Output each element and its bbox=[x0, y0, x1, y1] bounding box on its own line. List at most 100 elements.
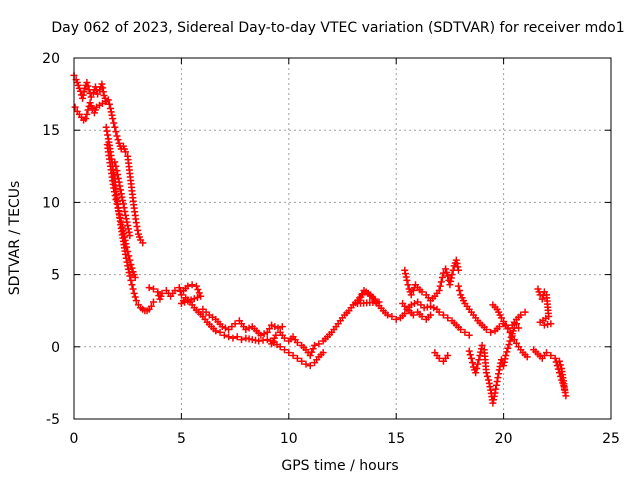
data-point bbox=[104, 96, 112, 104]
data-point bbox=[512, 320, 520, 328]
data-point bbox=[145, 284, 153, 292]
data-point bbox=[218, 323, 226, 331]
data-point bbox=[113, 132, 121, 140]
y-tick-label: 20 bbox=[42, 51, 60, 67]
data-point bbox=[233, 333, 241, 341]
plot-frame bbox=[73, 57, 612, 420]
data-point bbox=[538, 295, 546, 303]
data-point bbox=[551, 354, 559, 362]
data-point-interp bbox=[443, 268, 451, 276]
data-point-interp bbox=[512, 339, 520, 347]
data-point bbox=[231, 320, 239, 328]
data-point bbox=[306, 362, 314, 370]
x-tick-label: 0 bbox=[70, 431, 79, 447]
data-point-interp bbox=[271, 323, 279, 331]
data-point bbox=[487, 328, 495, 336]
data-point-interp bbox=[194, 293, 202, 301]
data-point-interp bbox=[557, 361, 565, 369]
data-point bbox=[111, 123, 119, 131]
data-point-interp bbox=[126, 256, 134, 264]
data-point bbox=[403, 276, 411, 284]
data-point-interp bbox=[129, 285, 137, 293]
data-point bbox=[131, 273, 139, 281]
data-point-interp bbox=[436, 282, 444, 290]
data-point-interp bbox=[475, 356, 483, 364]
data-point-interp bbox=[127, 276, 135, 284]
data-point bbox=[454, 282, 462, 290]
data-point-interp bbox=[473, 364, 481, 372]
data-point-interp bbox=[466, 351, 474, 359]
data-point-interp bbox=[456, 286, 464, 294]
data-point bbox=[123, 243, 131, 251]
data-point-interp bbox=[430, 304, 438, 312]
data-point bbox=[439, 311, 447, 319]
data-point bbox=[125, 252, 133, 260]
data-point bbox=[510, 336, 518, 344]
data-point bbox=[360, 286, 368, 294]
data-point bbox=[71, 103, 79, 111]
data-point bbox=[502, 351, 510, 359]
data-point bbox=[263, 328, 271, 336]
data-point-interp bbox=[113, 200, 121, 208]
data-point bbox=[444, 351, 452, 359]
data-point bbox=[497, 314, 505, 322]
x-tick-labels: 0 5 10 15 20 25 bbox=[70, 431, 620, 447]
data-point-interp bbox=[195, 289, 203, 297]
data-point bbox=[229, 334, 237, 342]
data-point bbox=[409, 311, 417, 319]
data-point bbox=[112, 196, 120, 204]
data-point bbox=[126, 272, 134, 280]
data-point bbox=[392, 315, 400, 323]
y-tick-label: 0 bbox=[51, 340, 60, 356]
data-point-interp bbox=[124, 247, 132, 255]
data-point-interp bbox=[308, 348, 316, 356]
data-point bbox=[482, 369, 490, 377]
data-point bbox=[547, 351, 555, 359]
data-point bbox=[116, 214, 124, 222]
data-point bbox=[177, 291, 185, 299]
data-point bbox=[192, 282, 200, 290]
data-point bbox=[242, 325, 250, 333]
data-point bbox=[82, 115, 90, 123]
data-point bbox=[238, 336, 246, 344]
data-point bbox=[132, 297, 140, 305]
data-point bbox=[268, 321, 276, 329]
y-tick-label: -5 bbox=[46, 412, 60, 428]
data-point-interp bbox=[112, 128, 120, 136]
data-point-interp bbox=[404, 281, 412, 289]
x-tick-label: 5 bbox=[177, 431, 186, 447]
data-point bbox=[427, 302, 435, 310]
y-tick-label: 10 bbox=[42, 195, 60, 211]
y-tick-label: 15 bbox=[42, 123, 60, 139]
data-point bbox=[467, 354, 475, 362]
data-point bbox=[109, 115, 117, 123]
data-point bbox=[465, 347, 473, 355]
data-point bbox=[111, 158, 119, 166]
data-point bbox=[212, 327, 220, 335]
data-point bbox=[448, 271, 456, 279]
data-point bbox=[306, 351, 314, 359]
data-point bbox=[444, 272, 452, 280]
tick-marks bbox=[73, 57, 612, 420]
data-point bbox=[94, 90, 102, 98]
data-point bbox=[276, 343, 284, 351]
data-point bbox=[289, 351, 297, 359]
data-point-interp bbox=[500, 318, 508, 326]
data-point bbox=[298, 357, 306, 365]
data-point-interp bbox=[438, 273, 446, 281]
x-tick-label: 25 bbox=[602, 431, 620, 447]
data-point-interp bbox=[504, 325, 512, 333]
data-point bbox=[149, 285, 157, 293]
data-point bbox=[319, 349, 327, 357]
data-point bbox=[139, 239, 147, 247]
data-point-interp bbox=[114, 136, 122, 144]
data-point bbox=[555, 357, 563, 365]
data-point bbox=[461, 328, 469, 336]
data-point bbox=[437, 278, 445, 286]
data-point bbox=[384, 311, 392, 319]
data-point-interp bbox=[84, 82, 92, 90]
data-point-interp bbox=[128, 264, 136, 272]
data-point bbox=[418, 312, 426, 320]
data-point bbox=[454, 266, 462, 274]
